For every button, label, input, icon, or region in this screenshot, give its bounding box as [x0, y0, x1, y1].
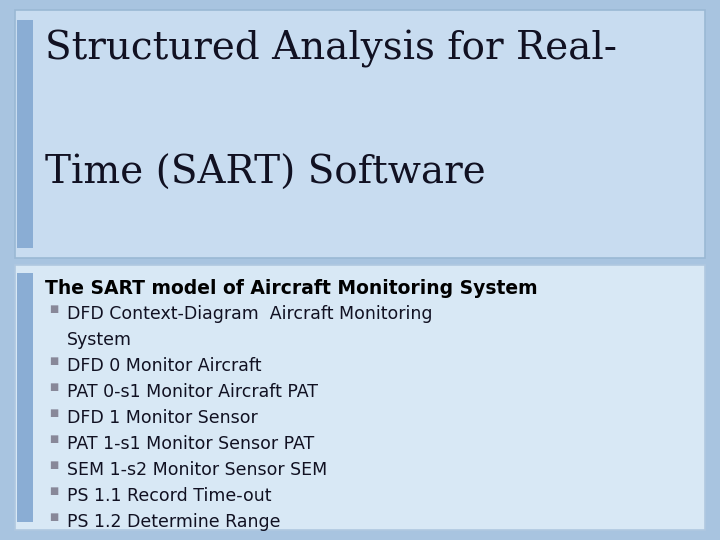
Text: PAT 1-s1 Monitor Sensor PAT: PAT 1-s1 Monitor Sensor PAT	[67, 435, 314, 453]
Text: System: System	[67, 331, 132, 349]
Text: DFD 0 Monitor Aircraft: DFD 0 Monitor Aircraft	[67, 357, 261, 375]
Text: ■: ■	[49, 460, 58, 470]
FancyBboxPatch shape	[15, 10, 705, 258]
Text: DFD 1 Monitor Sensor: DFD 1 Monitor Sensor	[67, 409, 258, 427]
Text: PAT 0-s1 Monitor Aircraft PAT: PAT 0-s1 Monitor Aircraft PAT	[67, 383, 318, 401]
FancyBboxPatch shape	[15, 265, 705, 530]
Bar	[17, 273, 33, 522]
Text: ■: ■	[49, 512, 58, 522]
Text: ■: ■	[49, 486, 58, 496]
Text: ■: ■	[49, 304, 58, 314]
Text: ■: ■	[49, 356, 58, 366]
Bar	[17, 20, 33, 248]
Text: ■: ■	[49, 382, 58, 392]
Text: DFD Context-Diagram  Aircraft Monitoring: DFD Context-Diagram Aircraft Monitoring	[67, 305, 433, 323]
Text: PS 1.2 Determine Range: PS 1.2 Determine Range	[67, 513, 281, 531]
Text: The SART model of Aircraft Monitoring System: The SART model of Aircraft Monitoring Sy…	[45, 279, 538, 298]
Text: ■: ■	[49, 434, 58, 444]
Text: ■: ■	[49, 408, 58, 418]
Text: Time (SART) Software: Time (SART) Software	[45, 155, 486, 192]
Text: SEM 1-s2 Monitor Sensor SEM: SEM 1-s2 Monitor Sensor SEM	[67, 461, 328, 479]
Text: Structured Analysis for Real-: Structured Analysis for Real-	[45, 30, 617, 68]
Text: PS 1.1 Record Time-out: PS 1.1 Record Time-out	[67, 487, 271, 505]
